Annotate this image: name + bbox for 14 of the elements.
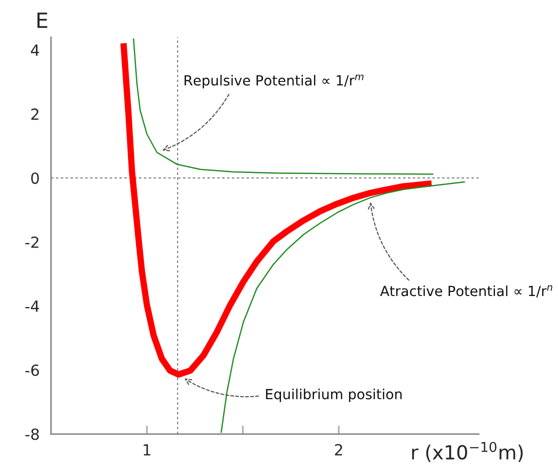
annotation: Atractive Potential ∝ 1/r$^{n}$ [380, 285, 552, 298]
x-tick-label: 1 [144, 444, 150, 456]
annotation: Equilibrium position [266, 388, 402, 402]
y-tick-label: -4 [25, 300, 40, 312]
x-axis-title: r (x10$^{−10}$m) [412, 442, 523, 462]
y-tick-label: -8 [25, 428, 39, 440]
y-tick-label: -2 [25, 236, 38, 248]
y-tick-label: 4 [30, 44, 40, 56]
y-axis-title: E [37, 12, 48, 28]
line-series [132, 38, 434, 175]
y-tick-label: -6 [25, 364, 39, 376]
y-tick-label: 2 [31, 108, 38, 120]
y-tick-label: 0 [31, 172, 39, 184]
annotation: Repulsive Potential ∝ 1/r$^{m}$ [184, 74, 364, 88]
